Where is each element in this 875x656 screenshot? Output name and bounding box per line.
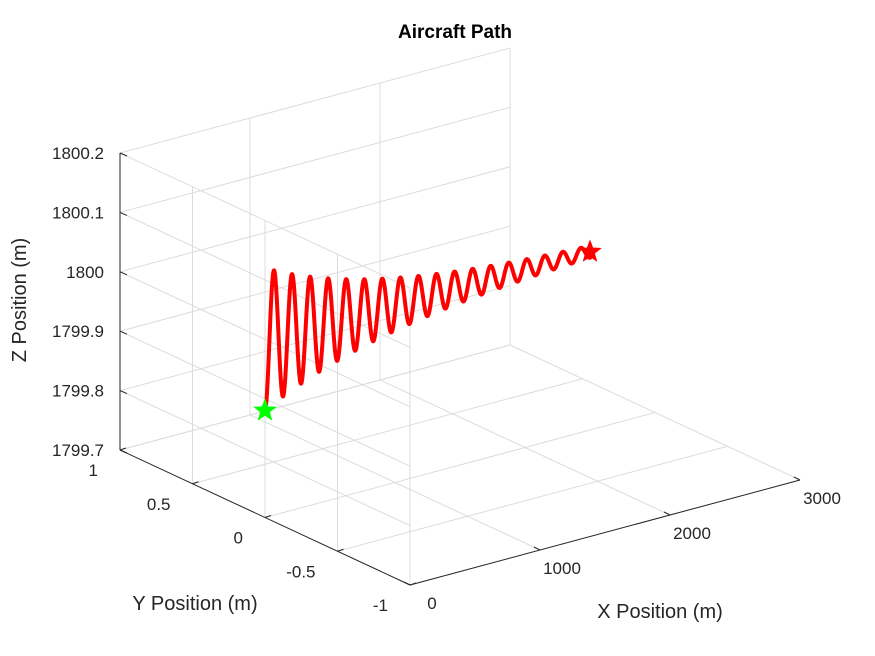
x-axis-line [409, 479, 801, 586]
grid-lines [119, 47, 801, 586]
x-tick-label: 1000 [543, 559, 581, 578]
flight-path-line [263, 245, 592, 413]
grid-line [337, 445, 728, 552]
x-tick [793, 476, 801, 481]
chart-title: Aircraft Path [398, 22, 512, 43]
axes [119, 152, 801, 586]
grid-line [119, 390, 411, 527]
start-marker-star [253, 398, 277, 421]
grid-line [119, 211, 411, 348]
grid-line [119, 106, 511, 213]
y-tick-label: 0.5 [147, 495, 171, 514]
z-tick [119, 390, 128, 395]
x-tick-label: 2000 [673, 524, 711, 543]
grid-line [119, 344, 511, 451]
y-tick-label: -0.5 [286, 562, 315, 581]
y-tick-label: -1 [373, 596, 388, 615]
z-tick-label: 1800 [66, 263, 104, 282]
x-tick [403, 581, 411, 586]
z-tick [119, 211, 128, 216]
y-tick-label: 0 [234, 529, 243, 548]
grid-line [119, 47, 511, 154]
z-tick [119, 271, 128, 276]
grid-line [119, 166, 511, 273]
grid-line [119, 225, 511, 332]
y-tick [192, 481, 199, 485]
y-tick [409, 582, 417, 586]
z-tick-label: 1799.8 [52, 382, 104, 401]
grid-line [119, 271, 411, 408]
y-axis-label: Y Position (m) [132, 593, 257, 615]
grid-line [264, 412, 656, 518]
z-axis-label: Z Position (m) [9, 238, 31, 362]
x-tick-label: 3000 [803, 489, 841, 508]
y-tick [264, 515, 272, 518]
z-tick-label: 1799.9 [52, 322, 104, 341]
x-axis-label: X Position (m) [597, 601, 723, 623]
series [253, 239, 602, 421]
y-tick [337, 548, 344, 552]
y-tick [119, 447, 127, 451]
z-tick-label: 1800.2 [52, 144, 104, 163]
grid-line [119, 152, 411, 289]
z-tick [119, 152, 128, 157]
z-tick-label: 1799.7 [52, 441, 104, 460]
x-tick [533, 546, 541, 551]
x-tick-label: 0 [427, 594, 436, 613]
y-tick-label: 1 [89, 461, 98, 480]
x-tick [663, 511, 671, 516]
grid-line [192, 378, 583, 485]
end-marker-star [578, 239, 602, 262]
z-tick-label: 1800.1 [52, 203, 104, 222]
z-tick [119, 449, 128, 454]
z-tick [119, 330, 128, 335]
